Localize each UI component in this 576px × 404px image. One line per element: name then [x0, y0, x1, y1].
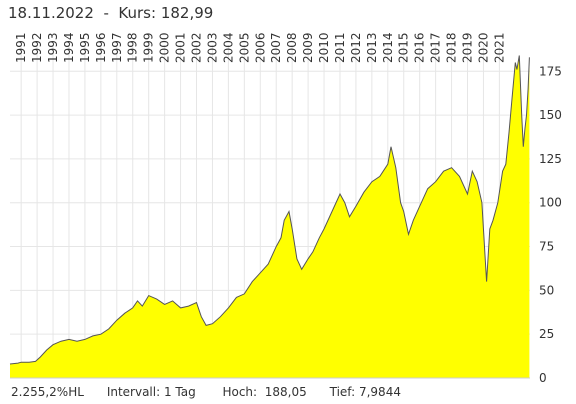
x-tick-label: 2001 [174, 32, 188, 63]
x-tick-label: 1995 [78, 32, 92, 63]
x-tick-label: 1993 [46, 32, 60, 63]
x-tick-label: 2021 [492, 32, 506, 63]
x-tick-label: 2005 [237, 32, 251, 63]
price-area [10, 55, 530, 378]
x-tick-label: 2012 [349, 32, 363, 63]
x-tick-label: 2004 [221, 32, 235, 63]
y-axis-labels: 0 25 50 75 100 125 150 175 [539, 64, 562, 385]
x-tick-label: 2017 [429, 32, 443, 63]
x-tick-label: 2018 [445, 32, 459, 63]
y-tick-label: 0 [539, 371, 547, 385]
interval-label: Intervall: [106, 385, 161, 399]
low-label: Tief: [329, 385, 356, 399]
x-tick-label: 2003 [205, 32, 219, 63]
price-value: 182,99 [160, 4, 214, 22]
x-tick-label: 2014 [381, 32, 395, 63]
y-tick-label: 50 [539, 283, 554, 297]
high-label: Hoch: [222, 385, 258, 399]
y-tick-label: 125 [539, 152, 562, 166]
x-tick-label: 2000 [158, 32, 172, 63]
x-tick-label: 1991 [14, 32, 28, 63]
y-tick-label: 75 [539, 240, 554, 254]
y-tick-label: 25 [539, 327, 554, 341]
x-tick-label: 1992 [30, 32, 44, 63]
x-tick-label: 2013 [365, 32, 379, 63]
y-tick-label: 175 [539, 64, 562, 78]
date-label: 18.11.2022 [8, 4, 94, 22]
x-tick-label: 2011 [333, 32, 347, 63]
x-tick-label: 2015 [397, 32, 411, 63]
change-stat: 2.255,2%HL [11, 385, 84, 399]
chart-footer: 2.255,2%HL Intervall: 1 Tag Hoch: 188,05… [11, 385, 401, 399]
x-tick-label: 1997 [110, 32, 124, 63]
x-tick-label: 2007 [269, 32, 283, 63]
x-tick-label: 2010 [317, 32, 331, 63]
x-tick-label: 1999 [142, 32, 156, 63]
price-label: Kurs: [118, 4, 157, 22]
chart-title: 18.11.2022 - Kurs: 182,99 [8, 4, 213, 22]
x-tick-label: 1996 [94, 32, 108, 63]
x-axis-labels: 1991 1992 1993 1994 1995 1996 1997 1998 1999 2000… [14, 32, 506, 63]
low-value: 7,9844 [358, 385, 401, 399]
price-line [9, 55, 530, 365]
high-value: 188,05 [264, 385, 307, 399]
x-tick-label: 2009 [301, 32, 315, 63]
title-separator: - [103, 4, 109, 22]
y-tick-label: 150 [539, 108, 562, 122]
x-tick-label: 1994 [62, 32, 76, 63]
x-tick-label: 2020 [476, 32, 490, 63]
x-tick-label: 2008 [285, 32, 299, 63]
x-tick-label: 2006 [253, 32, 267, 63]
interval-value: 1 Tag [163, 385, 196, 399]
x-tick-label: 1998 [126, 32, 140, 63]
x-tick-label: 2016 [413, 32, 427, 63]
x-tick-label: 2002 [190, 32, 204, 63]
x-tick-label: 2019 [461, 32, 475, 63]
y-tick-label: 100 [539, 196, 562, 210]
